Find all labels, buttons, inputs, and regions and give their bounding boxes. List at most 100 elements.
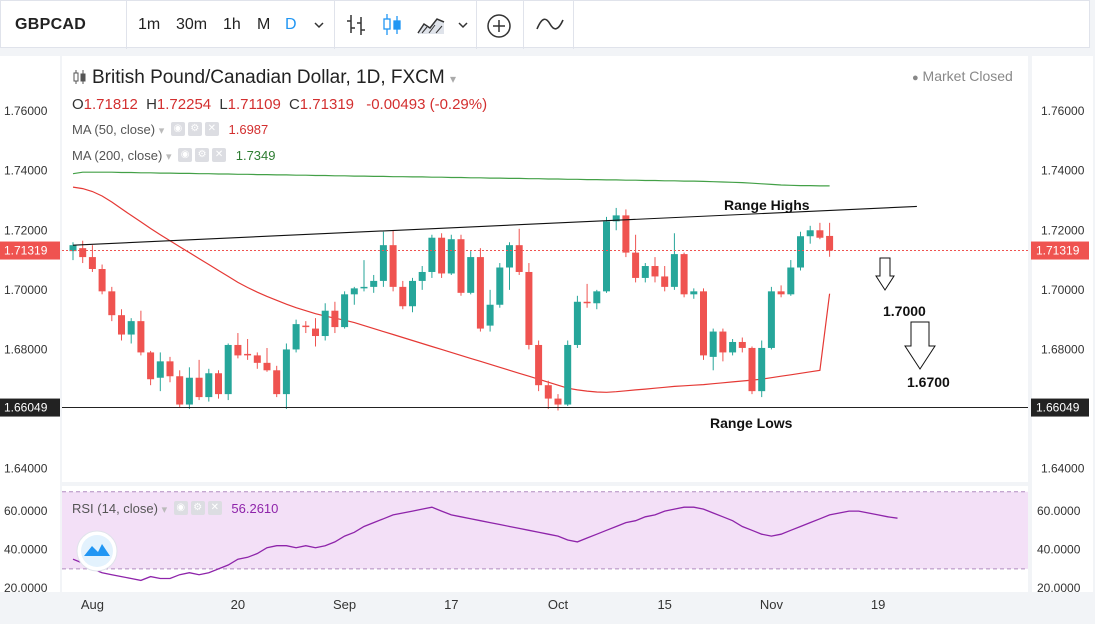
range-low-label-left: 1.66049 — [4, 401, 48, 415]
candle-down — [253, 352, 261, 369]
eye-icon[interactable]: ◉ — [173, 501, 188, 515]
annotation-range-lows: Range Lows — [710, 415, 793, 431]
candle-body — [370, 280, 378, 287]
open-value: 1.71812 — [83, 96, 138, 113]
toolbar-separator — [334, 1, 335, 49]
symbol-search[interactable]: GBPCAD — [15, 16, 87, 33]
candle-down — [166, 356, 174, 383]
low-value: 1.71109 — [227, 96, 281, 113]
candle-up — [292, 319, 300, 353]
ma50-value: 1.6987 — [228, 122, 269, 137]
candle-up — [670, 233, 678, 290]
annotation-range-highs: Range Highs — [724, 197, 810, 213]
close-value: 1.71319 — [299, 96, 355, 113]
candle-down — [738, 337, 746, 353]
candle-down — [176, 370, 184, 408]
rsi-value: 56.2610 — [231, 501, 279, 516]
eye-icon[interactable]: ◉ — [178, 148, 193, 162]
candle-body — [428, 237, 436, 272]
candle-up — [282, 343, 290, 410]
candle-body — [564, 344, 572, 405]
price-tick-label-left: 1.70000 — [4, 283, 48, 297]
chevron-down-icon[interactable]: ▾ — [165, 151, 172, 163]
interval-m[interactable]: M — [257, 16, 271, 33]
gear-icon[interactable]: ⚙ — [195, 148, 210, 162]
candle-down — [632, 234, 640, 283]
close-icon[interactable]: ✕ — [207, 501, 222, 515]
candle-body — [806, 230, 814, 237]
rsi-label[interactable]: RSI (14, close) — [72, 501, 158, 516]
market-status-text: Market Closed — [922, 68, 1013, 84]
candle-body — [166, 361, 174, 377]
chevron-down-icon[interactable]: ▾ — [158, 125, 165, 137]
candle-up — [370, 274, 378, 293]
chevron-down-icon[interactable]: ▾ — [161, 504, 168, 516]
chart-canvas[interactable]: 1.76000 1.76000 1.74000 1.74000 1.72000 1.720… — [0, 52, 1095, 624]
candle-down — [476, 248, 484, 332]
interval-1m[interactable]: 1m — [138, 16, 161, 33]
rsi-y-ticks: 60.0000 60.0000 40.0000 40.0000 20.0000 20.00… — [4, 504, 1081, 595]
candle-body — [447, 239, 455, 274]
candle-body — [176, 376, 184, 405]
candle-down — [215, 370, 222, 399]
area-chart-icon[interactable] — [417, 13, 445, 37]
ma200-value: 1.7349 — [235, 148, 276, 163]
candle-up — [506, 242, 513, 290]
candle-down — [680, 252, 688, 298]
interval-30m[interactable]: 30m — [176, 16, 208, 33]
add-icon[interactable] — [486, 13, 512, 39]
x-tick-label: 20 — [231, 597, 245, 612]
candle-body — [709, 331, 717, 357]
candle-down — [700, 288, 707, 360]
bar-chart-icon[interactable] — [345, 13, 367, 37]
toolbar-separator — [476, 1, 477, 49]
candle-body — [292, 324, 300, 350]
candle-body — [79, 248, 87, 258]
chevron-down-icon[interactable]: ▾ — [450, 72, 457, 86]
close-icon[interactable]: ✕ — [204, 122, 219, 136]
candle-up — [806, 225, 814, 244]
gear-icon[interactable]: ⚙ — [187, 122, 202, 136]
candle-body — [282, 349, 290, 395]
candle-down — [263, 347, 271, 372]
candle-body — [603, 221, 610, 292]
candle-up — [767, 286, 775, 350]
candle-down — [719, 328, 727, 362]
candle-down — [651, 257, 659, 283]
ma50-label[interactable]: MA (50, close) — [72, 122, 156, 137]
x-tick-label: Nov — [760, 597, 784, 612]
candles-icon[interactable] — [72, 70, 88, 84]
interval-1h[interactable]: 1h — [223, 16, 241, 33]
price-tick-label-right: 1.76000 — [1041, 104, 1085, 118]
interval-d[interactable]: D — [285, 16, 297, 33]
candles-icon[interactable] — [381, 13, 403, 37]
chevron-down-icon[interactable] — [313, 19, 325, 31]
x-tick-label: Aug — [81, 597, 104, 612]
status-dot-icon: ● — [912, 72, 919, 84]
range-low-tag-left — [0, 398, 60, 417]
indicators-icon[interactable] — [536, 16, 564, 34]
high-value: 1.72254 — [156, 96, 212, 113]
candle-body — [632, 252, 640, 278]
chevron-down-icon[interactable] — [457, 19, 469, 31]
candle-up — [603, 216, 610, 293]
candle-body — [690, 291, 698, 295]
legend-title-row: British Pound/Canadian Dollar, 1D, FXCM … — [72, 67, 456, 89]
rsi-legend: RSI (14, close) ▾ ◉ ⚙ ✕ 56.2610 — [72, 501, 278, 516]
eye-icon[interactable]: ◉ — [170, 122, 185, 136]
candle-body — [738, 341, 746, 348]
candle-body — [767, 291, 775, 348]
candle-down — [544, 380, 552, 410]
candle-body — [253, 355, 261, 363]
close-icon[interactable]: ✕ — [212, 148, 227, 162]
candle-body — [544, 385, 552, 399]
candle-body — [748, 347, 756, 392]
ma200-label[interactable]: MA (200, close) — [72, 148, 163, 163]
price-y-ticks: 1.76000 1.76000 1.74000 1.74000 1.72000 1.720… — [4, 104, 1085, 475]
chart-area[interactable]: 1.76000 1.76000 1.74000 1.74000 1.72000 1.720… — [0, 52, 1095, 624]
logo-icon[interactable] — [76, 530, 118, 572]
price-tick-label-left: 1.76000 — [4, 104, 48, 118]
gear-icon[interactable]: ⚙ — [190, 501, 205, 515]
rsi-tick-label-left: 40.0000 — [4, 543, 48, 557]
toolbar: GBPCAD 1m 30m 1h M D — [0, 0, 1095, 52]
